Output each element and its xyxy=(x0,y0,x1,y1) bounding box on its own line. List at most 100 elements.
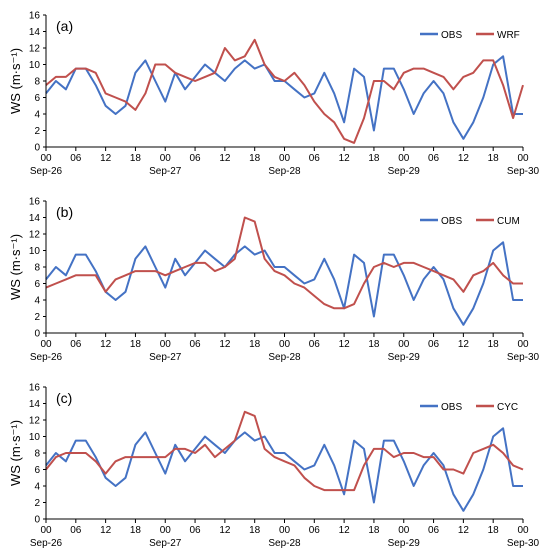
y-tick-label: 2 xyxy=(34,498,40,509)
x-tick-label: 18 xyxy=(368,153,380,164)
x-tick-label: 18 xyxy=(249,153,261,164)
y-tick-label: 10 xyxy=(29,432,41,443)
legend-label-cum: CUM xyxy=(497,216,520,227)
date-label: Sep-30 xyxy=(507,166,540,177)
x-tick-label: 00 xyxy=(160,339,172,350)
x-tick-label: 06 xyxy=(190,339,202,350)
date-label: Sep-28 xyxy=(268,166,301,177)
x-tick-label: 12 xyxy=(339,153,351,164)
x-tick-label: 12 xyxy=(339,339,351,350)
x-tick-label: 12 xyxy=(100,153,112,164)
x-tick-label: 06 xyxy=(190,153,202,164)
x-tick-label: 12 xyxy=(219,525,231,536)
x-tick-label: 12 xyxy=(219,153,231,164)
y-tick-label: 14 xyxy=(29,213,41,224)
y-tick-label: 4 xyxy=(34,296,40,307)
x-tick-label: 12 xyxy=(219,339,231,350)
date-label: Sep-29 xyxy=(388,538,421,549)
x-tick-label: 06 xyxy=(428,525,440,536)
y-tick-label: 0 xyxy=(34,143,40,154)
x-tick-label: 00 xyxy=(398,525,410,536)
x-tick-label: 18 xyxy=(130,339,142,350)
series-line-cum xyxy=(45,216,523,310)
x-tick-label: 00 xyxy=(517,525,529,536)
panel-label: (b) xyxy=(56,204,73,220)
x-tick-label: 00 xyxy=(279,339,291,350)
y-tick-label: 14 xyxy=(29,27,41,38)
x-tick-label: 12 xyxy=(100,525,112,536)
legend-label-wrf: WRF xyxy=(497,30,520,41)
x-tick-label: 00 xyxy=(40,339,52,350)
x-tick-label: 06 xyxy=(309,153,321,164)
y-tick-label: 2 xyxy=(34,312,40,323)
x-tick-label: 12 xyxy=(458,525,470,536)
x-tick-label: 12 xyxy=(100,339,112,350)
x-tick-label: 12 xyxy=(458,153,470,164)
y-tick-label: 12 xyxy=(29,230,41,241)
y-tick-label: 8 xyxy=(34,263,40,274)
x-tick-label: 18 xyxy=(368,339,380,350)
x-tick-label: 00 xyxy=(40,153,52,164)
x-tick-label: 06 xyxy=(190,525,202,536)
x-tick-label: 18 xyxy=(130,153,142,164)
y-tick-label: 0 xyxy=(34,329,40,340)
x-tick-label: 12 xyxy=(458,339,470,350)
x-tick-label: 06 xyxy=(428,339,440,350)
y-tick-label: 8 xyxy=(34,449,40,460)
panel-b: 0 2 4 6 8 10 12 14 16 00 06 12 18 00 06 12 18 00 06 12 18 00 0… xyxy=(8,197,540,364)
date-label: Sep-27 xyxy=(149,166,182,177)
x-tick-label: 06 xyxy=(309,525,321,536)
x-tick-label: 06 xyxy=(309,339,321,350)
y-tick-label: 16 xyxy=(29,11,41,22)
y-tick-label: 16 xyxy=(29,197,41,208)
y-tick-label: 6 xyxy=(34,93,40,104)
x-tick-label: 00 xyxy=(160,153,172,164)
y-tick-label: 12 xyxy=(29,416,41,427)
panel-c: 0 2 4 6 8 10 12 14 16 00 06 12 18 00 06 12 18 00 06 12 18 00 0… xyxy=(8,383,540,550)
series-line-wrf xyxy=(45,38,524,144)
x-tick-label: 00 xyxy=(160,525,172,536)
x-tick-label: 00 xyxy=(279,525,291,536)
y-tick-label: 10 xyxy=(29,246,41,257)
legend-label-obs: OBS xyxy=(441,402,462,413)
y-tick-label: 0 xyxy=(34,515,40,526)
x-tick-label: 06 xyxy=(70,525,82,536)
series-line-obs xyxy=(45,241,523,326)
y-tick-label: 6 xyxy=(34,465,40,476)
date-label: Sep-30 xyxy=(507,538,540,549)
date-label: Sep-26 xyxy=(30,538,63,549)
legend-label-obs: OBS xyxy=(441,30,462,41)
series-line-obs xyxy=(45,427,523,512)
x-tick-label: 18 xyxy=(249,339,261,350)
x-tick-label: 06 xyxy=(70,339,82,350)
y-tick-label: 10 xyxy=(29,60,41,71)
date-label: Sep-29 xyxy=(388,352,421,363)
y-axis-title: WS (m·s⁻¹) xyxy=(8,234,23,300)
x-tick-label: 00 xyxy=(279,153,291,164)
date-label: Sep-28 xyxy=(268,538,301,549)
date-label: Sep-27 xyxy=(149,538,182,549)
y-tick-label: 8 xyxy=(34,77,40,88)
series-line-cyc xyxy=(45,410,524,492)
x-tick-label: 18 xyxy=(249,525,261,536)
y-tick-label: 14 xyxy=(29,399,41,410)
y-tick-label: 12 xyxy=(29,44,41,55)
y-tick-label: 6 xyxy=(34,279,40,290)
x-tick-label: 00 xyxy=(40,525,52,536)
x-tick-label: 18 xyxy=(488,525,500,536)
legend-label-cyc: CYC xyxy=(497,402,518,413)
x-tick-label: 00 xyxy=(517,153,529,164)
y-axis-title: WS (m·s⁻¹) xyxy=(8,48,23,114)
y-tick-label: 4 xyxy=(34,110,40,121)
x-tick-label: 18 xyxy=(130,525,142,536)
x-tick-label: 00 xyxy=(398,153,410,164)
y-tick-label: 2 xyxy=(34,126,40,137)
legend-label-obs: OBS xyxy=(441,216,462,227)
y-tick-label: 4 xyxy=(34,482,40,493)
panel-a: 0 2 4 6 8 10 12 14 16 00 06 12 18 00 06 12 18 00 06 12 18 00 0… xyxy=(8,11,540,178)
x-tick-label: 18 xyxy=(488,339,500,350)
x-tick-label: 18 xyxy=(488,153,500,164)
y-axis-title: WS (m·s⁻¹) xyxy=(8,420,23,486)
x-tick-label: 12 xyxy=(339,525,351,536)
